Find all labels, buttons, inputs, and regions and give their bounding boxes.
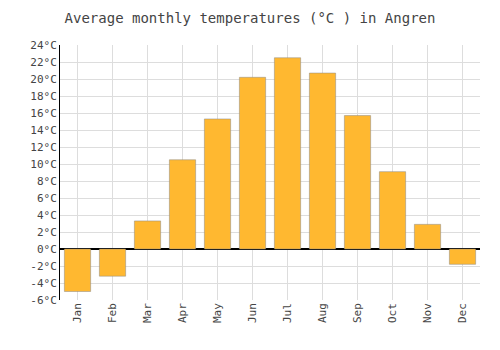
- svg-text:8°C: 8°C: [37, 175, 57, 188]
- svg-text:Sep: Sep: [351, 303, 364, 323]
- svg-text:0°C: 0°C: [37, 243, 57, 256]
- svg-text:12°C: 12°C: [30, 141, 57, 154]
- svg-text:4°C: 4°C: [37, 209, 57, 222]
- svg-text:Jun: Jun: [246, 303, 259, 323]
- svg-text:14°C: 14°C: [30, 124, 57, 137]
- svg-text:24°C: 24°C: [30, 39, 57, 52]
- svg-text:Feb: Feb: [106, 303, 119, 323]
- svg-text:Jul: Jul: [281, 303, 294, 323]
- svg-text:Oct: Oct: [386, 303, 399, 323]
- svg-text:Apr: Apr: [176, 303, 189, 323]
- svg-text:16°C: 16°C: [30, 107, 57, 120]
- svg-text:Nov: Nov: [421, 303, 434, 323]
- svg-text:-2°C: -2°C: [30, 260, 57, 273]
- svg-text:Average monthly temperatures (: Average monthly temperatures (°C ) in An…: [65, 10, 436, 26]
- svg-text:20°C: 20°C: [30, 73, 57, 86]
- svg-text:6°C: 6°C: [37, 192, 57, 205]
- svg-text:-6°C: -6°C: [30, 294, 57, 307]
- svg-text:Jan: Jan: [71, 303, 84, 323]
- svg-text:-4°C: -4°C: [30, 277, 57, 290]
- svg-text:Dec: Dec: [456, 303, 469, 323]
- svg-text:10°C: 10°C: [30, 158, 57, 171]
- svg-text:May: May: [211, 303, 224, 323]
- svg-text:22°C: 22°C: [30, 56, 57, 69]
- svg-text:2°C: 2°C: [37, 226, 57, 239]
- svg-text:18°C: 18°C: [30, 90, 57, 103]
- svg-text:Aug: Aug: [316, 303, 329, 323]
- svg-text:Mar: Mar: [141, 303, 154, 323]
